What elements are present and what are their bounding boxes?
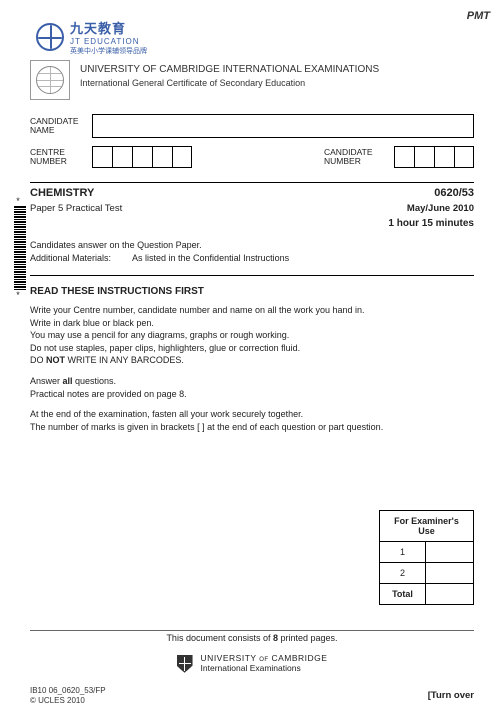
exam-session: May/June 2010 [407, 203, 474, 214]
globe-box [30, 60, 70, 100]
ib-code-block: IB10 06_0620_53/FP © UCLES 2010 [30, 686, 106, 705]
candidates-answer-line: Candidates answer on the Question Paper. [30, 239, 474, 252]
number-cell[interactable] [132, 146, 152, 168]
number-cell[interactable] [394, 146, 414, 168]
instr-p4: Do not use staples, paper clips, highlig… [30, 342, 474, 355]
candidate-number-label: CANDIDATE NUMBER [324, 148, 394, 167]
instr-p5: DO NOT WRITE IN ANY BARCODES. [30, 354, 474, 367]
jt-logo-icon [36, 23, 64, 51]
examiner-row-1: 1 [380, 542, 426, 563]
candidate-name-row: CANDIDATE NAME [30, 114, 474, 138]
examiner-row-total: Total [380, 584, 426, 605]
subject-code: 0620/53 [434, 187, 474, 199]
instr-p2: Write in dark blue or black pen. [30, 317, 474, 330]
jt-chinese-name: 九天教育 [70, 18, 147, 37]
additional-materials-text: As listed in the Confidential Instructio… [132, 253, 289, 263]
instr-p8: At the end of the examination, fasten al… [30, 408, 474, 421]
mid-text: Candidates answer on the Question Paper.… [30, 239, 474, 265]
exam-duration: 1 hour 15 minutes [30, 218, 474, 229]
additional-materials-line: Additional Materials: As listed in the C… [30, 252, 474, 265]
examiner-row-1-val[interactable] [426, 542, 474, 563]
examiner-use-title: For Examiner's Use [380, 511, 474, 542]
examiner-row-2-val[interactable] [426, 563, 474, 584]
number-cell[interactable] [112, 146, 132, 168]
candidate-number-cells[interactable] [394, 146, 474, 168]
number-cell[interactable] [434, 146, 454, 168]
cambridge-line2: International Examinations [201, 664, 328, 674]
jt-education-branding: 九天教育 JT EDUCATION 英美中小学课辅领导品牌 [36, 18, 147, 56]
jt-tagline: 英美中小学课辅领导品牌 [70, 46, 147, 56]
centre-number-cells[interactable] [92, 146, 192, 168]
instructions-title: READ THESE INSTRUCTIONS FIRST [30, 286, 474, 297]
examiner-use-table: For Examiner's Use 1 2 Total [379, 510, 474, 605]
barcode [14, 205, 26, 290]
copyright: © UCLES 2010 [30, 696, 106, 706]
cambridge-shield-icon [177, 655, 193, 673]
instr-p9: The number of marks is given in brackets… [30, 421, 474, 434]
number-cell[interactable] [454, 146, 474, 168]
centre-number-label: CENTRE NUMBER [30, 148, 92, 167]
number-cell[interactable] [152, 146, 172, 168]
globe-icon [36, 66, 64, 94]
instr-p3: You may use a pencil for any diagrams, g… [30, 329, 474, 342]
jt-english-name: JT EDUCATION [70, 37, 147, 46]
candidate-name-label: CANDIDATE NAME [30, 117, 92, 136]
turn-over: [Turn over [428, 690, 474, 701]
board-titles: UNIVERSITY OF CAMBRIDGE INTERNATIONAL EX… [80, 60, 379, 100]
board-line1: UNIVERSITY OF CAMBRIDGE INTERNATIONAL EX… [80, 64, 379, 75]
examiner-row-total-val[interactable] [426, 584, 474, 605]
number-row: CENTRE NUMBER CANDIDATE NUMBER [30, 146, 474, 168]
page-count-line: This document consists of 8 printed page… [0, 633, 504, 643]
ib-code: IB10 06_0620_53/FP [30, 686, 106, 696]
exam-board-header: UNIVERSITY OF CAMBRIDGE INTERNATIONAL EX… [30, 60, 474, 100]
board-line2: International General Certificate of Sec… [80, 78, 379, 88]
cambridge-text: UNIVERSITY of CAMBRIDGE International Ex… [201, 654, 328, 674]
instr-p7: Practical notes are provided on page 8. [30, 388, 474, 401]
number-cell[interactable] [414, 146, 434, 168]
barcode-star-bottom: * [13, 290, 23, 300]
examiner-row-2: 2 [380, 563, 426, 584]
additional-materials-label: Additional Materials: [30, 252, 130, 265]
cambridge-footer-logo: UNIVERSITY of CAMBRIDGE International Ex… [0, 654, 504, 674]
exam-cover-page: PMT 九天教育 JT EDUCATION 英美中小学课辅领导品牌 UNIVER… [0, 0, 504, 713]
instr-p6: Answer all questions. [30, 375, 474, 388]
instr-p1: Write your Centre number, candidate numb… [30, 304, 474, 317]
paper-name: Paper 5 Practical Test [30, 203, 122, 214]
subject-block: CHEMISTRY 0620/53 Paper 5 Practical Test… [30, 182, 474, 433]
instructions-block: READ THESE INSTRUCTIONS FIRST Write your… [30, 286, 474, 433]
number-cell[interactable] [92, 146, 112, 168]
pmt-watermark: PMT [467, 10, 490, 22]
candidate-name-input[interactable] [92, 114, 474, 138]
subject-name: CHEMISTRY [30, 187, 94, 199]
jt-text-block: 九天教育 JT EDUCATION 英美中小学课辅领导品牌 [70, 18, 147, 56]
footer-rule [30, 630, 474, 631]
number-cell[interactable] [172, 146, 192, 168]
